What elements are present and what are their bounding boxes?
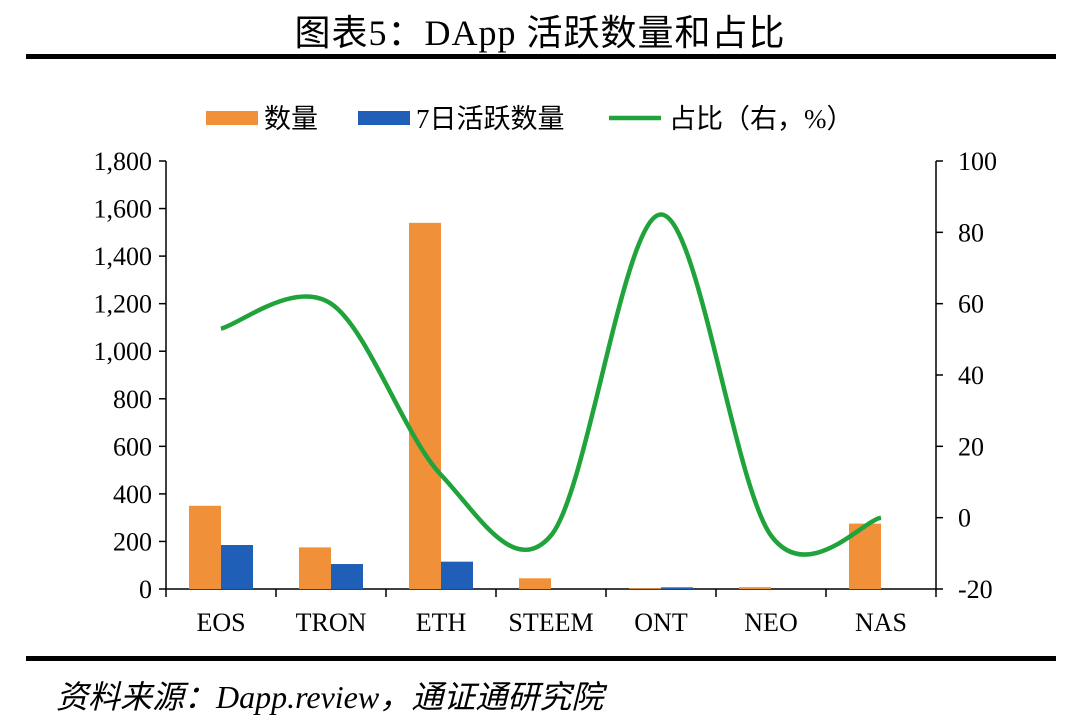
x-tick-label: ONT <box>634 608 688 637</box>
chart-title: 图表5：DApp 活跃数量和占比 <box>294 13 786 53</box>
bar-count-eos <box>189 505 221 589</box>
bar-count-tron <box>299 547 331 589</box>
x-tick-label: TRON <box>296 608 367 637</box>
bar-count-steem <box>519 578 551 589</box>
bar-count-eth <box>409 222 441 590</box>
left-tick-label: 0 <box>139 575 152 604</box>
bar-count-ont <box>629 588 661 589</box>
left-tick-label: 800 <box>113 385 152 414</box>
legend: 数量 7日活跃数量 占比（右，%） <box>206 104 854 134</box>
right-tick-label: 60 <box>958 290 984 319</box>
left-tick-label: 1,200 <box>94 290 153 319</box>
x-tick-label: STEEM <box>508 608 593 637</box>
source-note: 资料来源：Dapp.review，通证通研究院 <box>56 679 604 715</box>
legend-swatch-count <box>206 111 258 125</box>
axes: 02004006008001,0001,2001,4001,6001,800-2… <box>94 147 998 637</box>
share-line <box>220 212 882 557</box>
x-tick-label: NAS <box>855 608 907 637</box>
left-tick-label: 1,400 <box>94 242 153 271</box>
left-tick-label: 400 <box>113 480 152 509</box>
right-tick-label: 0 <box>958 504 971 533</box>
x-tick-label: EOS <box>196 608 245 637</box>
bar-active7d-eos <box>221 545 253 589</box>
legend-label-share: 占比（右，%） <box>669 104 854 134</box>
bar-active7d-ont <box>661 587 693 589</box>
left-tick-label: 200 <box>113 527 152 556</box>
left-tick-label: 1,600 <box>94 195 153 224</box>
left-tick-label: 1,000 <box>94 337 153 366</box>
bar-count-neo <box>739 587 771 589</box>
right-tick-label: -20 <box>958 575 993 604</box>
left-tick-label: 600 <box>113 432 152 461</box>
dual-axis-chart: 数量 7日活跃数量 占比（右，%） 02004006008001,0001,2001… <box>94 104 998 637</box>
bottom-rule <box>26 656 1056 661</box>
right-tick-label: 40 <box>958 361 984 390</box>
legend-label-count: 数量 <box>264 104 318 134</box>
x-tick-label: NEO <box>744 608 797 637</box>
bar-active7d-eth <box>441 561 473 589</box>
top-rule <box>26 54 1056 59</box>
share-line-path <box>220 212 882 557</box>
legend-swatch-active7d <box>358 111 410 125</box>
x-tick-label: ETH <box>416 608 467 637</box>
left-tick-label: 1,800 <box>94 147 153 176</box>
right-tick-label: 100 <box>958 147 997 176</box>
legend-label-active7d: 7日活跃数量 <box>416 104 565 134</box>
bars <box>189 222 881 590</box>
right-tick-label: 80 <box>958 218 984 247</box>
bar-active7d-tron <box>331 564 363 589</box>
right-tick-label: 20 <box>958 432 984 461</box>
